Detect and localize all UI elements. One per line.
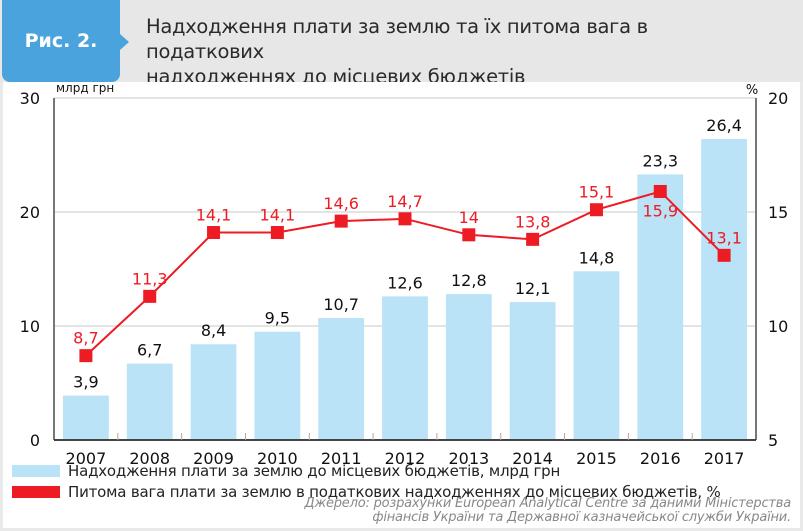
line-value-label: 14,1 [196, 206, 232, 225]
line-marker [653, 184, 667, 198]
legend-label-line: Питома вага плати за землю в податкових … [68, 483, 721, 501]
x-tick-label: 2010 [257, 449, 298, 468]
line-marker [462, 228, 476, 242]
x-tick-label: 2013 [448, 449, 489, 468]
bar-series [63, 139, 747, 441]
y-right-tick-label: 15 [768, 203, 788, 222]
bar-value-label: 23,3 [642, 151, 678, 170]
line-value-label: 13,1 [706, 228, 742, 247]
line-marker [589, 203, 603, 217]
line-series [79, 184, 731, 363]
bar [126, 363, 173, 440]
bar-value-label: 12,1 [515, 279, 551, 298]
line-value-label: 14 [459, 208, 479, 227]
figure-title-line-1: Надходження плати за землю та їх питома … [146, 15, 648, 63]
line-marker [717, 248, 731, 262]
source-note: Джерело: розрахунки European Analytical … [304, 497, 791, 525]
line-marker [270, 226, 284, 240]
y-right-tick-label: 5 [768, 431, 778, 450]
line-value-label: 14,1 [260, 206, 296, 225]
y-right-axis-label: % [746, 83, 758, 98]
bar [445, 294, 492, 440]
y-right-tick-label: 10 [768, 317, 788, 336]
line-value-label: 11,3 [132, 269, 168, 288]
bar-value-label: 8,4 [201, 321, 226, 340]
bar [318, 318, 365, 440]
line-marker [143, 289, 157, 303]
line-value-label: 15,1 [579, 183, 615, 202]
bar [254, 331, 301, 440]
y-left-tick-label: 30 [20, 89, 40, 108]
bar-value-label: 26,4 [706, 116, 742, 135]
bar [509, 302, 556, 440]
x-tick-label: 2009 [193, 449, 234, 468]
bar [382, 296, 428, 440]
line-value-label: 15,9 [642, 201, 678, 220]
legend-item-line: Питома вага плати за землю в податкових … [12, 483, 721, 501]
x-tick-label: 2008 [129, 449, 170, 468]
line-value-label: 8,7 [73, 329, 98, 348]
legend-swatch-line [12, 486, 60, 498]
line-marker [398, 212, 412, 226]
y-left-tick-label: 20 [20, 203, 40, 222]
line-marker [334, 214, 348, 228]
bar-value-label: 3,9 [73, 373, 98, 392]
line-marker [526, 232, 540, 246]
line-value-label: 13,8 [515, 212, 551, 231]
legend-item-bars: Надходження плати за землю до місцевих б… [12, 462, 560, 480]
y-right-tick-label: 20 [768, 89, 788, 108]
x-tick-label: 2017 [704, 449, 745, 468]
source-line-2: фінансів України та Державної казначейсь… [372, 510, 791, 525]
x-tick-label: 2015 [576, 449, 617, 468]
data-labels: 3,9 6,7 8,4 9,5 10,7 12,6 12,8 12,1 14,8 23,3 26,4… [73, 116, 742, 392]
legend-swatch-bars [12, 465, 60, 477]
y-left-tick-label: 10 [20, 317, 40, 336]
bar-value-label: 14,8 [579, 248, 615, 267]
legend-label-bars: Надходження плати за землю до місцевих б… [68, 462, 561, 480]
line-marker [79, 349, 93, 363]
line-marker [207, 226, 221, 240]
y-left-tick-label: 0 [30, 431, 40, 450]
bar-value-label: 9,5 [265, 309, 290, 328]
x-tick-label: 2016 [640, 449, 681, 468]
x-tick-label: 2012 [385, 449, 426, 468]
axes [53, 98, 757, 441]
tick-labels: 2007 2008 2009 2010 2011 2012 2013 2014 2015 2016… [20, 81, 789, 468]
y-left-axis-label: млрд грн [56, 81, 114, 95]
bar [190, 344, 237, 440]
x-tick-label: 2014 [512, 449, 553, 468]
line-value-label: 14,6 [323, 194, 359, 213]
bar [637, 174, 684, 440]
bar-value-label: 10,7 [323, 295, 359, 314]
bar-value-label: 6,7 [137, 341, 162, 360]
source-line-1: Джерело: розрахунки European Analytical … [304, 496, 791, 511]
x-tick-label: 2007 [66, 449, 107, 468]
bar [701, 139, 747, 441]
line-value-label: 14,7 [387, 192, 423, 211]
bar [63, 395, 109, 440]
bar-value-label: 12,6 [387, 273, 423, 292]
figure-number-badge: Рис. 2. [2, 0, 129, 82]
bar [573, 271, 620, 440]
x-tick-label: 2011 [321, 449, 362, 468]
bar-value-label: 12,8 [451, 271, 487, 290]
